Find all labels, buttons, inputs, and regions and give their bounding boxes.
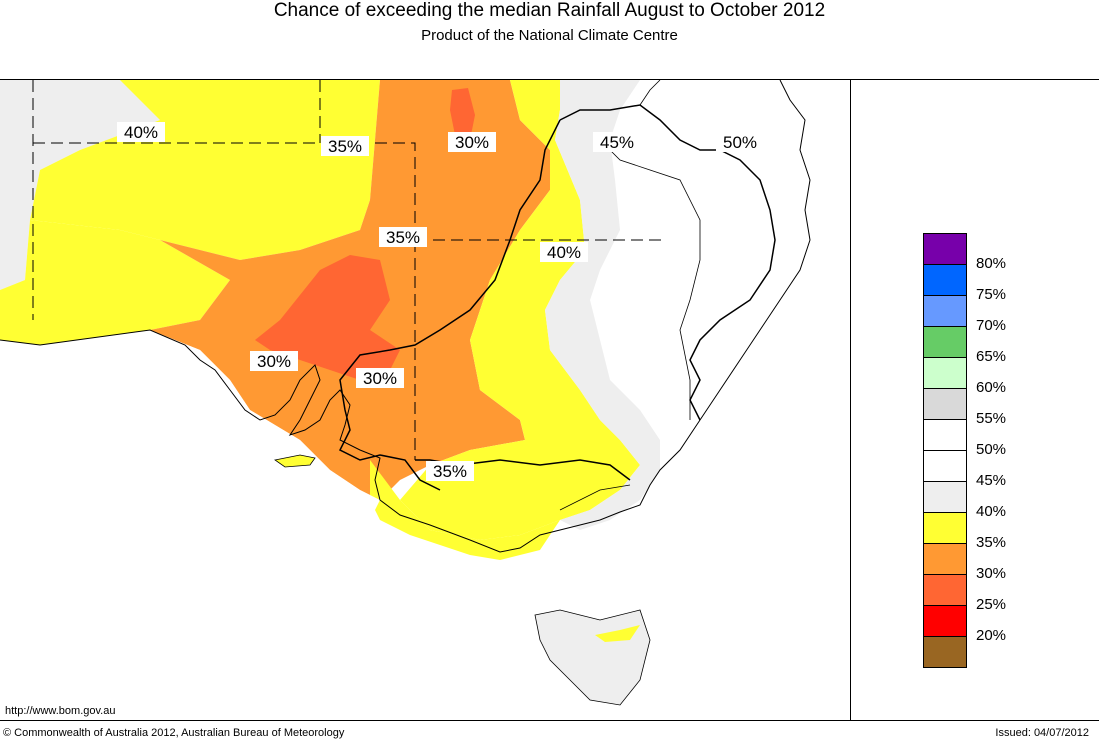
legend-swatch — [923, 388, 967, 419]
svg-text:40%: 40% — [547, 243, 581, 262]
legend-label: 65% — [976, 348, 1007, 365]
svg-text:35%: 35% — [328, 137, 362, 156]
legend-swatch — [923, 264, 967, 295]
tasmania-yellow — [595, 625, 640, 642]
legend-label: 35% — [976, 534, 1007, 551]
legend-label: 20% — [976, 627, 1007, 644]
legend-label: 55% — [976, 410, 1007, 427]
contour-label-30-north: 30% — [448, 132, 496, 152]
state-border-nt-sa — [33, 142, 416, 240]
contour-label-45: 45% — [593, 132, 641, 152]
legend-label: 70% — [976, 317, 1007, 334]
svg-text:40%: 40% — [124, 123, 158, 142]
contour-label-40-west: 40% — [117, 122, 165, 142]
legend-swatch — [923, 233, 967, 264]
legend-swatch — [923, 636, 967, 668]
zone-40-west-2 — [0, 220, 230, 345]
svg-text:45%: 45% — [600, 133, 634, 152]
legend-swatch — [923, 543, 967, 574]
contour-label-30-south: 30% — [356, 368, 404, 388]
legend-label: 60% — [976, 379, 1007, 396]
coastline — [0, 80, 811, 553]
legend-label: 50% — [976, 441, 1007, 458]
svg-text:35%: 35% — [433, 462, 467, 481]
legend-label: 40% — [976, 503, 1007, 520]
zone-30-central — [255, 255, 400, 380]
legend-swatch — [923, 574, 967, 605]
legend-swatch — [923, 481, 967, 512]
district-borders-2 — [559, 104, 776, 421]
rainfall-map: 40% 35% 30% 45% 50% 35% 40% 30% — [0, 80, 850, 720]
zone-45-east — [545, 80, 660, 530]
legend-label: 80% — [976, 255, 1007, 272]
legend-label: 45% — [976, 472, 1007, 489]
zone-40-east — [400, 80, 640, 540]
map-svg: 40% 35% 30% 45% 50% 35% 40% 30% — [0, 80, 850, 720]
district-borders-3 — [559, 80, 701, 511]
legend-swatch — [923, 450, 967, 481]
map-title: Chance of exceeding the median Rainfall … — [273, 0, 826, 21]
legend-swatch — [923, 326, 967, 357]
svg-text:50%: 50% — [723, 133, 757, 152]
legend-swatch — [923, 605, 967, 636]
contour-label-35-south: 35% — [426, 461, 474, 481]
kangaroo-island — [274, 454, 316, 468]
map-frame — [0, 79, 1099, 721]
contour-label-30-west: 30% — [250, 351, 298, 371]
legend-label: 25% — [976, 596, 1007, 613]
contour-label-35-north: 35% — [321, 136, 369, 156]
svg-text:30%: 30% — [257, 352, 291, 371]
legend-swatch — [923, 357, 967, 388]
legend-swatch — [923, 512, 967, 543]
svg-text:35%: 35% — [386, 228, 420, 247]
contour-label-40-center: 40% — [540, 242, 588, 262]
legend-label: 30% — [976, 565, 1007, 582]
svg-text:30%: 30% — [363, 369, 397, 388]
zone-30-north — [450, 88, 475, 140]
legend-label: 75% — [976, 286, 1007, 303]
legend-swatch — [923, 295, 967, 326]
state-border-vic-nsw — [415, 459, 631, 481]
contour-label-35-center: 35% — [379, 227, 427, 247]
issued-date: Issued: 04/07/2012 — [995, 727, 1089, 739]
legend-swatches — [923, 233, 967, 668]
zone-40-south — [370, 460, 560, 560]
zone-40-west — [30, 80, 380, 260]
contour-label-50: 50% — [716, 132, 764, 152]
district-borders — [338, 119, 561, 491]
map-subtitle: Product of the National Climate Centre — [421, 27, 678, 44]
legend-swatch — [923, 419, 967, 450]
copyright-text: © Commonwealth of Australia 2012, Austra… — [3, 727, 345, 739]
legend-divider — [850, 80, 851, 720]
svg-text:30%: 30% — [455, 133, 489, 152]
website-url: http://www.bom.gov.au — [5, 705, 116, 717]
